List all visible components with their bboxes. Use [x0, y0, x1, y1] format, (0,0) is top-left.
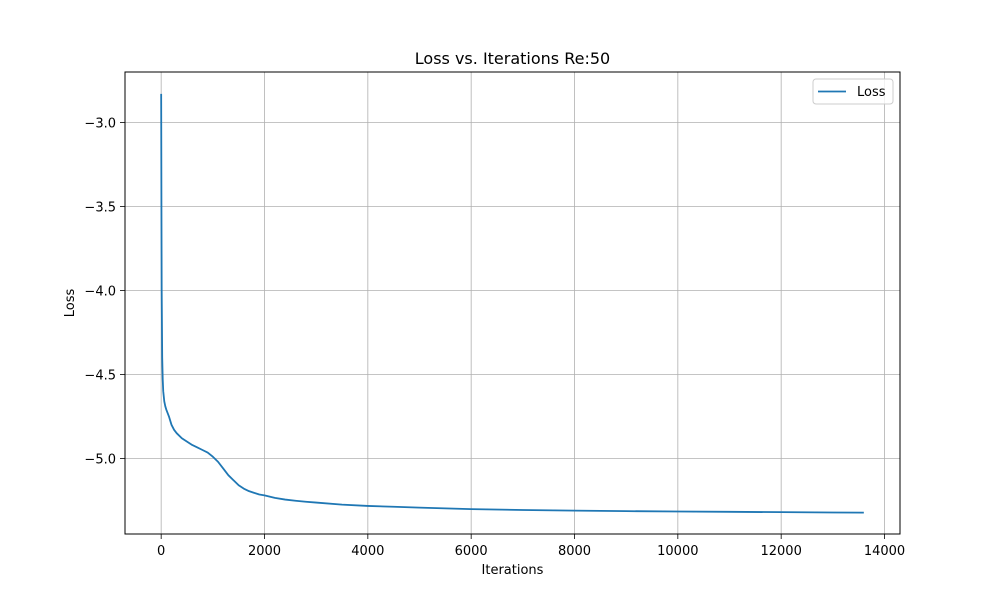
y-tick-label: −5.0	[84, 452, 116, 467]
x-tick-label: 10000	[657, 544, 698, 559]
legend-label-loss: Loss	[857, 85, 886, 100]
plot-area	[160, 93, 864, 514]
y-axis-label: Loss	[63, 289, 78, 318]
x-tick-label: 4000	[351, 544, 384, 559]
y-tick-label: −4.5	[84, 368, 116, 383]
y-tick-label: −3.0	[84, 116, 116, 131]
chart-title: Loss vs. Iterations Re:50	[415, 49, 610, 68]
legend-box	[812, 78, 894, 105]
x-tick-label: 2000	[248, 544, 281, 559]
legend: Loss	[812, 78, 894, 105]
loss-series-line	[160, 93, 864, 514]
y-tick-label: −4.0	[84, 284, 116, 299]
ticks: 0 2000 4000 6000 8000 10000 12000 14000 −3.0 −3.5…	[84, 116, 905, 559]
x-tick-label: 12000	[760, 544, 801, 559]
x-tick-label: 6000	[455, 544, 488, 559]
grid	[125, 72, 900, 534]
axes-frame	[124, 71, 901, 535]
x-tick-label: 0	[157, 544, 165, 559]
x-axis-label: Iterations	[482, 563, 544, 578]
y-tick-label: −3.5	[84, 200, 116, 215]
x-tick-label: 8000	[558, 544, 591, 559]
x-tick-label: 14000	[864, 544, 905, 559]
